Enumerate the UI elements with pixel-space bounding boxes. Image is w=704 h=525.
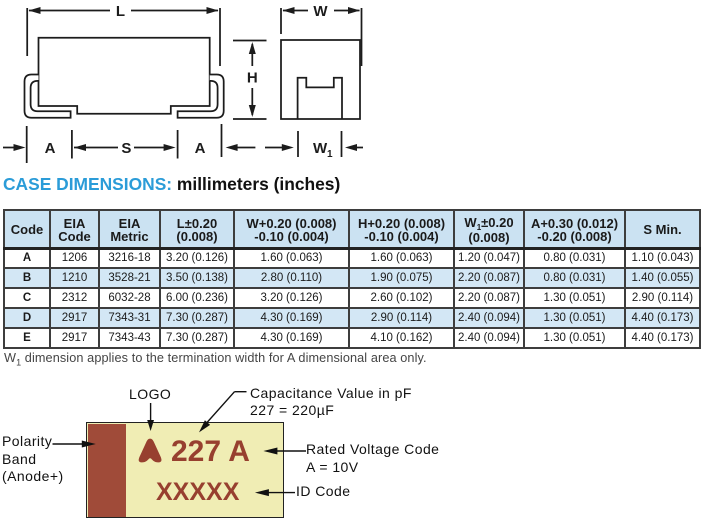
- svg-text:L: L: [116, 3, 125, 20]
- svg-text:1: 1: [327, 149, 333, 160]
- svg-text:A: A: [195, 140, 206, 157]
- svg-text:S: S: [121, 140, 131, 157]
- svg-text:W: W: [313, 140, 328, 157]
- svg-text:H: H: [247, 70, 258, 87]
- svg-text:A: A: [45, 140, 56, 157]
- svg-text:W: W: [313, 3, 328, 20]
